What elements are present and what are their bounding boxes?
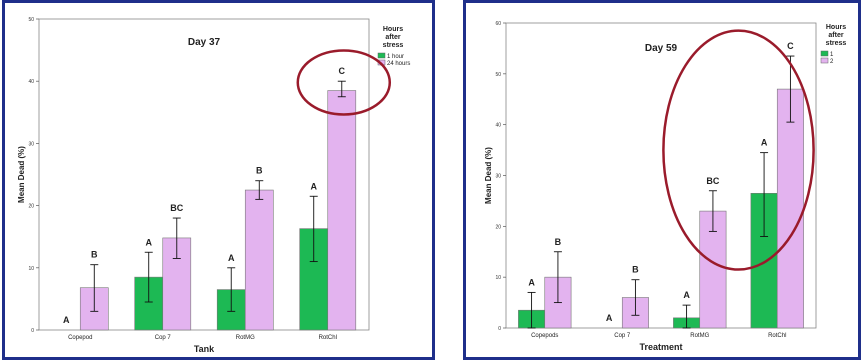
significance-letter: BC — [706, 176, 719, 186]
highlight-ellipse — [296, 49, 392, 116]
chart-panel-day-59: 0 10 20 30 40 50 60 Day 59 A B Copepods A B Cop 7 A BC R… — [463, 0, 861, 360]
significance-letter: A — [606, 313, 613, 323]
y-tick-label: 10 — [495, 275, 501, 281]
x-tick-label: RotMG — [690, 333, 709, 339]
significance-letter: B — [91, 250, 98, 260]
significance-letter: C — [787, 41, 794, 51]
x-tick-label: RotMG — [236, 335, 255, 341]
bar — [776, 88, 804, 329]
chart-panel-day-37: 0 10 20 30 40 50 Day 37 A B Copepod A BC Cop 7 A B RotM… — [2, 0, 435, 360]
x-axis-label: Treatment — [639, 342, 682, 352]
significance-letter: A — [228, 253, 235, 263]
chart-day-37: 0 10 20 30 40 50 Day 37 A B Copepod A BC Cop 7 A B RotM… — [17, 17, 410, 354]
significance-letter: B — [256, 166, 263, 176]
chart-title: Day 59 — [645, 43, 678, 54]
x-axis-label: Tank — [194, 344, 215, 354]
y-tick-label: 10 — [28, 266, 34, 272]
y-tick-label: 50 — [495, 72, 501, 78]
y-axis-label: Mean Dead (%) — [484, 147, 493, 204]
bar — [327, 90, 357, 331]
legend-title-line: after — [385, 34, 400, 41]
x-tick-label: RotChl — [319, 335, 337, 341]
x-tick-label: Cop 7 — [155, 335, 172, 341]
y-tick-label: 30 — [495, 174, 501, 180]
legend-label: 1 hour — [387, 54, 404, 60]
y-tick-label: 0 — [498, 326, 501, 332]
chart-title: Day 37 — [188, 37, 221, 48]
x-tick-label: RotChl — [768, 333, 786, 339]
y-tick-label: 50 — [28, 17, 34, 23]
y-tick-label: 0 — [31, 328, 34, 334]
significance-letter: A — [63, 315, 70, 325]
legend-title-line: Hours — [383, 26, 403, 33]
bar — [244, 189, 274, 331]
legend-label: 1 — [830, 52, 834, 58]
y-tick-label: 40 — [495, 123, 501, 129]
significance-letter: A — [145, 237, 152, 247]
legend-label: 24 hours — [387, 61, 410, 67]
chart-day-59: 0 10 20 30 40 50 60 Day 59 A B Copepods A B Cop 7 A BC R… — [484, 21, 847, 352]
x-tick-label: Copepod — [68, 335, 92, 341]
legend-swatch — [820, 50, 829, 57]
legend-title-line: Hours — [826, 24, 846, 31]
significance-letter: A — [683, 290, 690, 300]
significance-letter: C — [339, 66, 346, 76]
legend-swatch — [377, 52, 386, 59]
legend-title-line: stress — [383, 42, 404, 49]
x-tick-label: Cop 7 — [614, 333, 631, 339]
significance-letter: A — [310, 181, 317, 191]
legend-swatch — [820, 57, 829, 64]
legend-title-line: stress — [826, 40, 847, 47]
y-tick-label: 30 — [28, 141, 34, 147]
x-tick-label: Copepods — [531, 333, 558, 339]
highlight-ellipse — [662, 29, 815, 271]
significance-letter: A — [761, 138, 768, 148]
significance-letter: BC — [170, 203, 183, 213]
significance-letter: B — [632, 265, 639, 275]
legend-title-line: after — [828, 32, 843, 39]
y-axis-label: Mean Dead (%) — [17, 146, 26, 203]
y-tick-label: 40 — [28, 79, 34, 85]
y-tick-label: 20 — [495, 224, 501, 230]
legend-label: 2 — [830, 59, 834, 65]
significance-letter: A — [528, 277, 535, 287]
significance-letter: B — [555, 237, 562, 247]
y-tick-label: 60 — [495, 21, 501, 27]
y-tick-label: 20 — [28, 204, 34, 210]
